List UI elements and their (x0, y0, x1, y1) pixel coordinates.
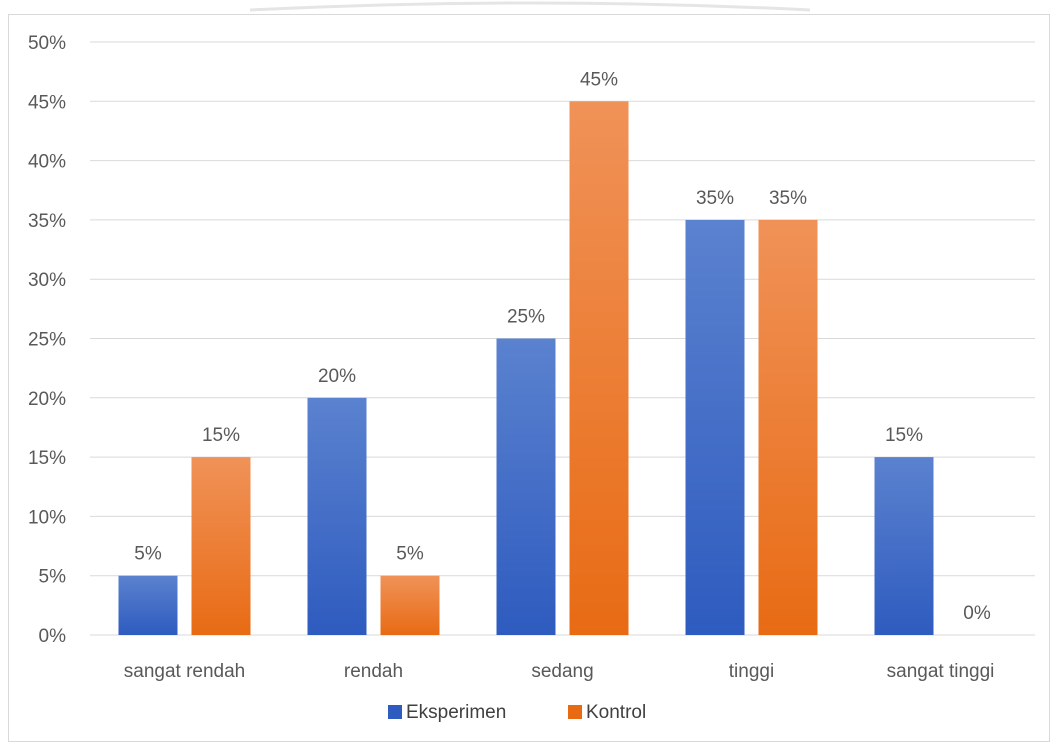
data-label: 0% (963, 603, 991, 624)
y-tick-label: 5% (39, 567, 67, 588)
bar-eksperimen-2 (496, 338, 556, 635)
y-axis-ticks: 0% 5% 10% 15% 20% 25% 30% 35% 40% 45% 50% (28, 33, 66, 647)
y-tick-label: 25% (28, 330, 66, 351)
bar-kontrol-3 (758, 219, 818, 635)
y-tick-label: 0% (39, 626, 67, 647)
y-tick-label: 40% (28, 152, 66, 173)
x-category-label: rendah (344, 661, 403, 682)
y-tick-label: 15% (28, 448, 66, 469)
legend-label-eksperimen: Eksperimen (406, 702, 506, 723)
y-tick-label: 30% (28, 270, 66, 291)
data-label: 45% (580, 69, 618, 90)
bar-kontrol-0 (191, 457, 251, 635)
x-axis-categories: sangat rendah rendah sedang tinggi sangat ti… (124, 661, 995, 682)
watermark-arc (250, 1, 810, 12)
bar-eksperimen-0 (118, 575, 178, 635)
y-tick-label: 35% (28, 211, 66, 232)
bar-eksperimen-3 (685, 219, 745, 635)
data-label: 15% (885, 425, 923, 446)
x-category-label: tinggi (729, 661, 774, 682)
y-tick-label: 10% (28, 507, 66, 528)
bar-kontrol-1 (380, 575, 440, 635)
data-label: 5% (396, 544, 424, 565)
bar-kontrol-2 (569, 101, 629, 636)
data-label: 15% (202, 425, 240, 446)
y-tick-label: 50% (28, 33, 66, 54)
bars (118, 101, 934, 636)
data-label: 20% (318, 366, 356, 387)
legend-label-kontrol: Kontrol (586, 702, 646, 723)
data-label: 25% (507, 307, 545, 328)
legend-swatch-eksperimen (388, 705, 402, 719)
x-category-label: sangat tinggi (887, 661, 995, 682)
y-tick-label: 45% (28, 92, 66, 113)
bar-eksperimen-1 (307, 397, 367, 635)
x-category-label: sangat rendah (124, 661, 246, 682)
data-labels: 5% 15% 20% 5% 25% 45% 35% 35% 15% 0% (134, 69, 991, 624)
y-tick-label: 20% (28, 389, 66, 410)
watermark-decoration (250, 0, 810, 14)
x-category-label: sedang (531, 661, 593, 682)
data-label: 35% (769, 188, 807, 209)
data-label: 5% (134, 544, 162, 565)
legend-swatch-kontrol (568, 705, 582, 719)
data-label: 35% (696, 188, 734, 209)
legend: Eksperimen Kontrol (388, 702, 646, 723)
bar-eksperimen-4 (874, 457, 934, 635)
